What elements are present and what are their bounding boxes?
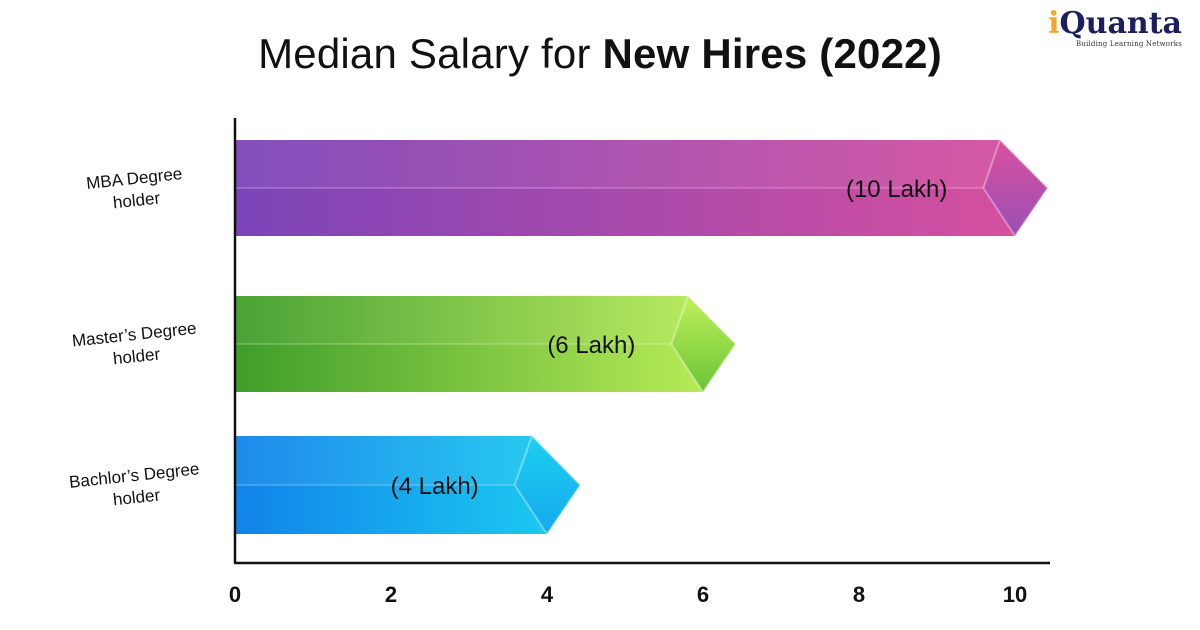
bar-2 xyxy=(235,296,736,392)
chart-title: Median Salary for New Hires (2022) xyxy=(0,30,1200,78)
title-bold: New Hires (2022) xyxy=(602,30,942,77)
iquanta-logo: iQuanta Building Learning Networks xyxy=(1048,8,1182,49)
logo-name: iQuanta xyxy=(1048,8,1182,40)
bar-tip-3 xyxy=(513,434,582,536)
x-tick-label: 4 xyxy=(541,582,554,607)
category-label-line: Bachlor’s Degree xyxy=(68,459,200,492)
x-tick-label: 0 xyxy=(229,582,241,607)
category-label-line: holder xyxy=(112,485,161,509)
logo-tagline: Building Learning Networks xyxy=(1075,40,1182,48)
category-label-line: MBA Degree xyxy=(85,164,183,193)
bar-3 xyxy=(235,436,581,534)
bar-highlight xyxy=(235,140,1000,188)
category-label-line: holder xyxy=(112,188,161,212)
title-regular: Median Salary for xyxy=(258,30,591,77)
x-tick-label: 2 xyxy=(385,582,397,607)
bar-1 xyxy=(235,140,1048,236)
data-label-2: (6 Lakh) xyxy=(547,332,635,359)
category-label-line: holder xyxy=(112,344,161,368)
x-tick-label: 6 xyxy=(697,582,709,607)
data-label-1: (10 Lakh) xyxy=(846,176,947,203)
logo-rest: Quanta xyxy=(1059,6,1183,41)
x-tick-label: 8 xyxy=(853,582,865,607)
category-label-line: Master’s Degree xyxy=(71,319,197,351)
bar-tip-1 xyxy=(982,138,1049,238)
data-label-3: (4 Lakh) xyxy=(391,473,479,500)
logo-letter: i xyxy=(1048,6,1060,41)
bar-highlight xyxy=(235,436,532,485)
axes-group: 0 2 4 6 8 10 xyxy=(229,118,1050,607)
bar-tip-2 xyxy=(670,294,737,394)
x-tick-label: 10 xyxy=(1003,582,1027,607)
bar-highlight xyxy=(235,296,688,344)
